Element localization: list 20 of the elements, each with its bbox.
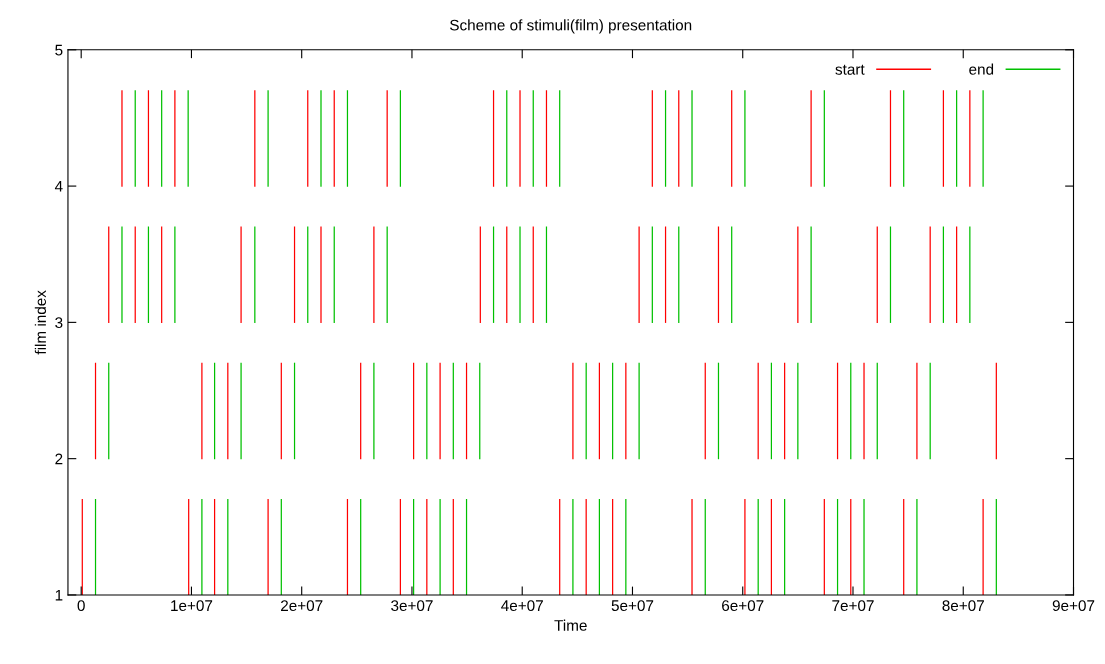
x-tick-label: 0 — [77, 600, 85, 612]
x-tick-label: 5e+07 — [611, 600, 654, 612]
x-tick-label: 9e+07 — [1052, 600, 1095, 612]
x-tick-label: 4e+07 — [501, 600, 543, 612]
y-tick-label: 5 — [55, 44, 63, 56]
x-tick-label: 3e+07 — [391, 600, 433, 612]
x-tick-label: 2e+07 — [281, 600, 323, 612]
y-tick-label: 4 — [54, 181, 63, 192]
x-tick-label: 1e+07 — [171, 600, 213, 612]
y-tick-label: 1 — [55, 589, 63, 601]
y-tick-label: 2 — [55, 453, 63, 465]
x-tick-label: 8e+07 — [942, 600, 984, 612]
y-axis-title: film index — [34, 290, 47, 355]
y-tick-label: 3 — [55, 317, 63, 329]
legend-label: end — [969, 63, 994, 75]
legend-label: start — [835, 64, 865, 75]
x-tick-label: 6e+07 — [722, 600, 764, 612]
chart-title: Scheme of stimuli(film) presentation — [450, 19, 692, 34]
x-axis-title: Time — [554, 619, 587, 631]
x-tick-label: 7e+07 — [832, 600, 874, 612]
